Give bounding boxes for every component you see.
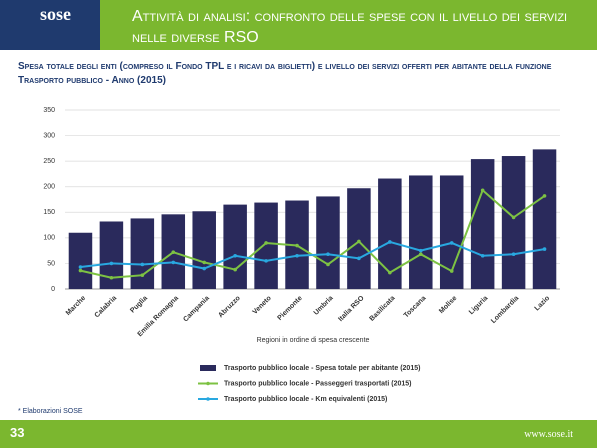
legend-label: Trasporto pubblico locale - Spesa totale… — [224, 365, 420, 372]
x-tick-label: Liguria — [468, 295, 490, 317]
legend-swatch — [206, 381, 210, 386]
bar — [254, 202, 278, 289]
bar — [316, 196, 340, 289]
bar — [192, 211, 216, 289]
marker — [140, 273, 145, 277]
footer-band — [0, 420, 597, 448]
y-tick-label: 100 — [43, 235, 55, 242]
marker — [140, 262, 145, 267]
x-tick-label: Puglia — [129, 295, 149, 315]
y-tick-label: 350 — [43, 107, 55, 114]
marker — [233, 267, 237, 272]
marker — [480, 188, 485, 193]
x-tick-label: Toscana — [403, 295, 428, 320]
x-tick-label: Campania — [182, 295, 211, 324]
y-tick-label: 200 — [43, 184, 55, 191]
marker — [418, 252, 423, 257]
bar — [223, 204, 247, 289]
bar — [439, 175, 464, 289]
bar — [378, 178, 402, 289]
x-tick-label: Lombardia — [490, 295, 520, 325]
marker — [264, 259, 268, 263]
x-tick-label: Molise — [438, 295, 458, 315]
bar — [409, 175, 433, 289]
x-tick-label: Lazio — [534, 295, 552, 313]
legend-swatch — [200, 365, 216, 371]
x-tick-label: Veneto — [252, 295, 273, 316]
marker — [202, 266, 207, 271]
marker — [326, 262, 330, 267]
legend-swatch — [206, 397, 210, 401]
line — [80, 240, 545, 270]
marker — [418, 248, 423, 253]
marker — [171, 250, 176, 254]
logo-text: sose — [40, 4, 71, 24]
marker — [326, 252, 330, 257]
marker — [357, 239, 361, 244]
x-tick-label: Basilicata — [368, 295, 396, 323]
marker — [295, 253, 299, 258]
x-tick-label: Umbria — [313, 295, 335, 317]
legend-label: Trasporto pubblico locale - Passeggeri t… — [224, 380, 412, 387]
logo: sose — [0, 0, 100, 50]
footer-url: www.sose.it — [524, 429, 573, 440]
y-tick-label: 150 — [43, 209, 55, 216]
x-tick-label: Italia RSO — [337, 294, 366, 323]
marker — [388, 240, 392, 244]
slide-title: Attività di analisi: confronto delle spe… — [132, 8, 568, 46]
marker — [109, 275, 114, 280]
marker — [542, 194, 547, 198]
marker — [264, 241, 268, 245]
marker — [78, 268, 83, 273]
marker — [78, 265, 83, 269]
bar — [130, 218, 155, 289]
x-tick-label: Piemonte — [277, 295, 304, 322]
bar — [99, 221, 124, 289]
marker — [449, 241, 454, 245]
marker — [480, 253, 485, 258]
bar — [501, 156, 526, 289]
y-tick-label: 250 — [43, 158, 55, 165]
marker — [449, 269, 454, 273]
legend-label: Trasporto pubblico locale - Km equivalen… — [224, 396, 387, 403]
y-tick-label: 300 — [43, 132, 55, 139]
bar — [470, 159, 495, 289]
marker — [388, 270, 392, 275]
marker — [511, 252, 516, 257]
x-axis-label: Regioni in ordine di spesa crescente — [257, 337, 370, 344]
x-tick-label: Abruzzo — [217, 295, 241, 319]
x-tick-label: Calabria — [94, 295, 119, 320]
marker — [202, 260, 207, 265]
y-tick-label: 50 — [47, 260, 55, 267]
footnote: * Elaborazioni SOSE — [18, 408, 83, 415]
marker — [233, 253, 237, 258]
page-number: 33 — [10, 425, 25, 440]
marker — [511, 215, 516, 220]
x-tick-label: Marche — [65, 295, 87, 317]
marker — [542, 247, 547, 251]
y-tick-label: 0 — [51, 286, 55, 293]
bar — [347, 188, 371, 289]
bar — [532, 149, 557, 289]
chart-title: Spesa totale degli enti (compreso il Fon… — [18, 61, 552, 86]
marker — [295, 243, 299, 248]
marker — [357, 256, 361, 261]
marker — [109, 261, 114, 266]
bar — [68, 232, 93, 289]
marker — [171, 260, 176, 265]
